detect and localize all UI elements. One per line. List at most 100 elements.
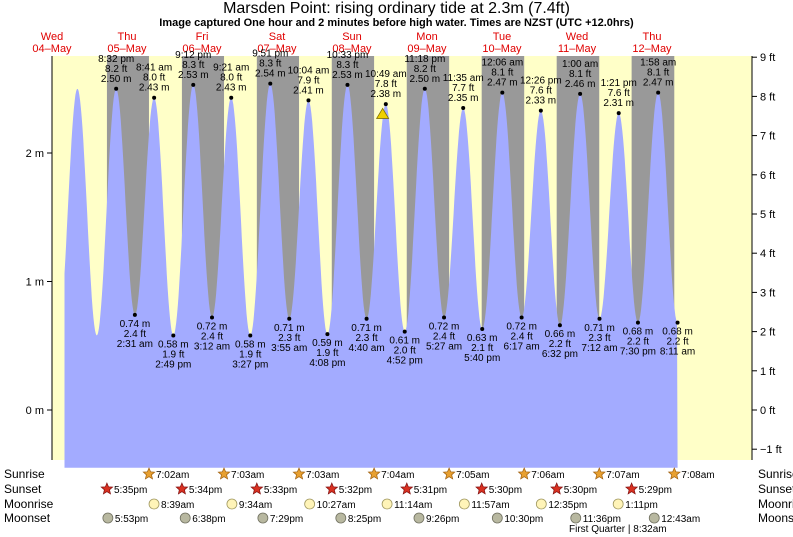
- day-date-label: 06–May: [182, 43, 222, 55]
- low-tide-feet: 2.1 ft: [471, 343, 493, 354]
- low-tide-marker: [248, 333, 253, 338]
- sun-moon-rows: Sunrise Sunrise 7:02am 7:03am 7:03am 7:04am 7:…: [4, 467, 793, 535]
- high-tide-metres: 2.53 m: [178, 70, 209, 81]
- moonset-time: 10:30pm: [504, 514, 543, 525]
- low-tide-feet: 2.2 ft: [627, 337, 649, 348]
- high-tide-feet: 8.1 ft: [491, 68, 513, 79]
- moonrise-time: 8:39am: [161, 500, 194, 511]
- low-tide-feet: 2.4 ft: [201, 331, 223, 342]
- moonrise-time: 12:35pm: [548, 500, 587, 511]
- low-tide-metres: 0.72 m: [506, 321, 537, 332]
- low-tide-feet: 1.9 ft: [316, 348, 338, 359]
- moonset-icon: [570, 512, 582, 524]
- low-tide-time: 6:32 pm: [542, 349, 578, 360]
- day-labels: Wed04–MayThu05–MayFri06–MaySat07–MaySun0…: [32, 31, 672, 55]
- low-tide-metres: 0.71 m: [351, 323, 382, 334]
- high-tide-marker: [268, 81, 273, 86]
- low-tide-time: 2:49 pm: [155, 359, 191, 370]
- high-tide-metres: 2.47 m: [643, 78, 674, 89]
- day-name-label: Sun: [342, 31, 362, 43]
- sunset-icon: [550, 482, 564, 495]
- day-date-label: 07–May: [257, 43, 297, 55]
- axes: 0 m 1 m 2 m −1 ft 0 ft 1 ft 2 ft 3 ft 4 ft 5 ft 6 …: [26, 52, 782, 460]
- low-tide-marker: [480, 327, 485, 332]
- high-tide-marker: [383, 102, 388, 107]
- low-tide-time: 4:08 pm: [309, 358, 345, 369]
- high-tide-time: 8:32 pm: [98, 54, 134, 65]
- day-date-label: 04–May: [32, 43, 72, 55]
- sunset-time: 5:31pm: [414, 485, 447, 496]
- high-tide-metres: 2.47 m: [487, 78, 518, 89]
- sunrise-icon: [592, 467, 606, 480]
- high-tide-feet: 7.7 ft: [452, 83, 474, 94]
- chart-title: Marsden Point: rising ordinary tide at 2…: [223, 0, 570, 17]
- low-tide-marker: [597, 316, 602, 321]
- high-tide-time: 10:04 am: [288, 65, 330, 76]
- low-tide-marker: [287, 316, 292, 321]
- sunset-icon: [250, 482, 264, 495]
- sunset-time: 5:32pm: [339, 485, 372, 496]
- low-tide-marker: [171, 333, 176, 338]
- moonset-row-label-left: Moonset: [4, 511, 51, 525]
- tide-event-labels: 8:32 pm8.2 ft2.50 m0.74 m2.4 ft2:31 am8:…: [98, 49, 695, 371]
- day-name-label: Wed: [41, 31, 63, 43]
- sunrise-row-label-right: Sunrise: [758, 467, 793, 481]
- sunset-time: 5:29pm: [639, 485, 672, 496]
- low-tide-marker: [132, 312, 137, 317]
- low-tide-time: 6:17 am: [504, 341, 540, 352]
- moonrise-icon: [381, 498, 393, 510]
- sunset-time: 5:30pm: [564, 485, 597, 496]
- high-tide-feet: 7.6 ft: [530, 86, 552, 97]
- moonrise-row-label-left: Moonrise: [4, 497, 54, 511]
- low-tide-marker: [675, 320, 680, 325]
- high-tide-metres: 2.46 m: [565, 79, 596, 90]
- high-tide-feet: 8.3 ft: [336, 60, 358, 71]
- moonrise-time: 11:57am: [471, 500, 509, 511]
- y-tick-label-ft: 0 ft: [760, 405, 775, 417]
- y-tick-label-m: 2 m: [26, 148, 44, 160]
- high-tide-marker: [422, 86, 427, 91]
- moonrise-icon: [304, 498, 316, 510]
- sunrise-icon: [442, 467, 456, 480]
- high-tide-time: 1:00 am: [562, 59, 598, 70]
- tide-area: [64, 83, 678, 468]
- moonset-time: 9:26pm: [426, 514, 459, 525]
- high-tide-time: 9:12 pm: [175, 50, 211, 61]
- sunset-time: 5:30pm: [489, 485, 522, 496]
- day-date-label: 09–May: [407, 43, 447, 55]
- high-tide-feet: 8.2 ft: [105, 64, 127, 75]
- low-tide-metres: 0.68 m: [662, 327, 693, 338]
- y-tick-label-ft: 4 ft: [760, 248, 775, 260]
- y-tick-label-m: 1 m: [26, 277, 44, 289]
- moonrise-icon: [148, 498, 160, 510]
- sunset-icon: [175, 482, 189, 495]
- low-tide-time: 8:11 am: [660, 347, 695, 358]
- y-tick-label-ft: 3 ft: [760, 287, 775, 299]
- y-tick-label-ft: 6 ft: [760, 170, 775, 182]
- y-tick-label-ft: 2 ft: [760, 327, 775, 339]
- high-tide-marker: [656, 90, 661, 95]
- high-tide-feet: 7.6 ft: [608, 88, 630, 99]
- high-tide-time: 10:33 pm: [327, 50, 369, 61]
- moonset-icon: [491, 512, 503, 524]
- high-tide-marker: [114, 86, 119, 91]
- y-tick-label-ft: −1 ft: [760, 444, 782, 456]
- low-tide-time: 5:27 am: [426, 341, 462, 352]
- low-tide-marker: [210, 315, 214, 320]
- moonrise-icon: [458, 498, 470, 510]
- sunrise-time: 7:08am: [681, 470, 714, 481]
- sunset-icon: [100, 482, 114, 495]
- high-tide-marker: [152, 95, 157, 100]
- moonset-icon: [102, 512, 114, 524]
- moonset-icon: [413, 512, 425, 524]
- high-tide-metres: 2.33 m: [526, 96, 557, 107]
- low-tide-time: 4:40 am: [349, 343, 385, 354]
- moon-phase-label: First Quarter | 8:32am: [569, 524, 667, 535]
- sunset-icon: [475, 482, 489, 495]
- low-tide-metres: 0.68 m: [623, 327, 654, 338]
- high-tide-marker: [616, 111, 621, 116]
- low-tide-feet: 2.3 ft: [588, 333, 610, 344]
- high-tide-metres: 2.31 m: [603, 98, 634, 109]
- moonset-time: 5:53pm: [115, 514, 148, 525]
- high-tide-metres: 2.38 m: [371, 89, 402, 100]
